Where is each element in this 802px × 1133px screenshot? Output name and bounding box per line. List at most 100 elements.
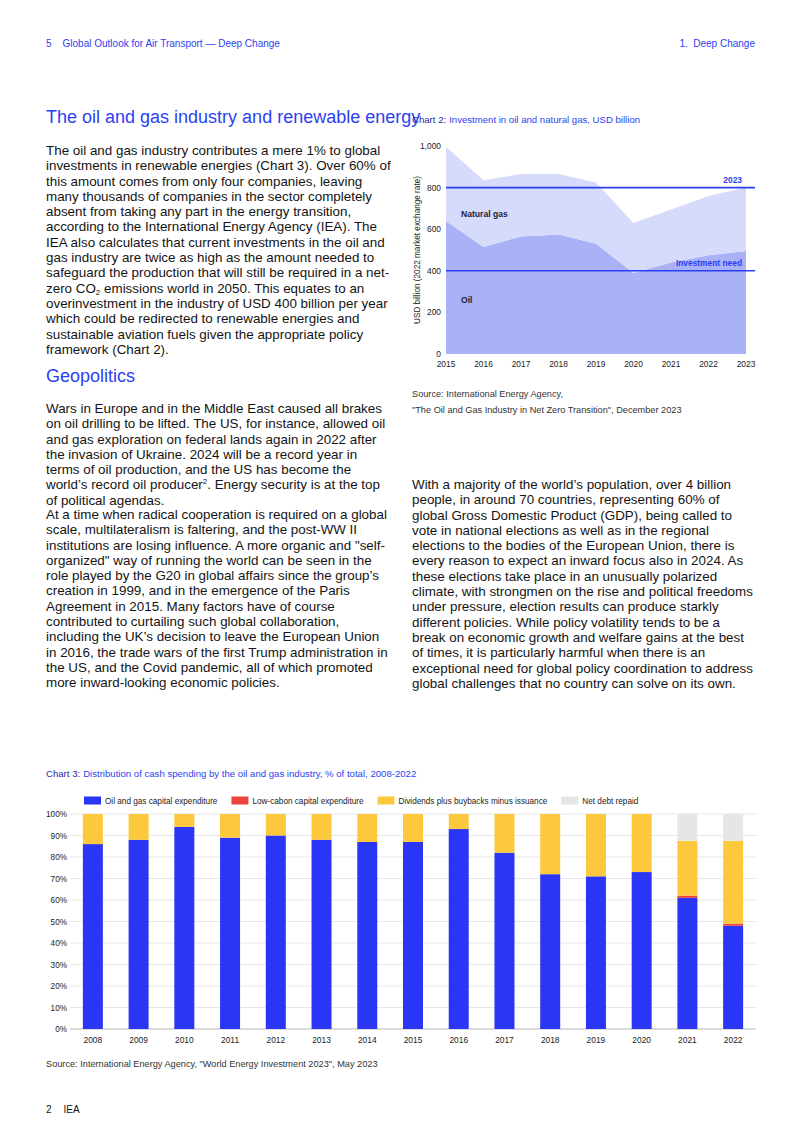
bar — [677, 898, 697, 1029]
paragraph: The oil and gas industry contributes a m… — [46, 143, 391, 357]
y-tick-label: 40% — [51, 939, 67, 948]
x-tick-label: 2009 — [129, 1035, 148, 1045]
bar — [174, 814, 194, 815]
chart-source: "The Oil and Gas Industry in Net Zero Tr… — [412, 405, 682, 415]
paragraph: With a majority of the world’s populatio… — [412, 477, 757, 691]
header-left: 5Global Outlook for Air Transport — Deep… — [46, 38, 280, 50]
x-tick-label: 2018 — [549, 359, 568, 369]
bar — [174, 814, 194, 827]
y-tick-label: 20% — [51, 982, 67, 991]
bar — [129, 840, 149, 1029]
y-tick-label: 30% — [51, 961, 67, 970]
paragraph: Wars in Europe and in the Middle East ca… — [46, 401, 391, 508]
area-1 — [446, 147, 746, 273]
bar — [677, 841, 697, 896]
bar — [449, 829, 469, 1029]
subscript: 2 — [96, 288, 100, 297]
x-tick-label: 2016 — [474, 359, 493, 369]
chart-title-text: Investment in oil and natural gas, USD b… — [449, 114, 640, 125]
x-tick-label: 2020 — [632, 1035, 651, 1045]
area-label: Natural gas — [461, 209, 508, 219]
x-tick-label: 2008 — [84, 1035, 103, 1045]
footer-page: 2 — [46, 1104, 52, 1115]
x-tick-label: 2017 — [512, 359, 531, 369]
reference-label: Investment need — [676, 258, 742, 268]
bar — [220, 814, 240, 838]
legend: Oil and gas capital expenditureLow-cabon… — [84, 797, 639, 806]
x-tick-label: 2022 — [699, 359, 718, 369]
x-tick-label: 2021 — [678, 1035, 697, 1045]
header-right: 1. Deep Change — [679, 38, 755, 50]
bar — [494, 853, 514, 1029]
bar — [266, 814, 286, 836]
bar — [220, 838, 240, 1029]
bar — [266, 836, 286, 1030]
y-tick-label: 0 — [436, 349, 441, 359]
bar — [677, 896, 697, 898]
bar — [586, 814, 606, 815]
bar — [312, 814, 332, 815]
bar — [449, 814, 469, 815]
chart-layer: Chart 2:Investment in oil and natural ga… — [0, 0, 802, 1133]
y-tick-label: 600 — [427, 224, 441, 234]
page: 5Global Outlook for Air Transport — Deep… — [0, 0, 802, 1133]
section-heading: Geopolitics — [46, 365, 135, 387]
plot-area — [83, 814, 743, 1029]
y-tick-label: 60% — [51, 896, 67, 905]
bar — [220, 814, 240, 815]
bar — [312, 814, 332, 840]
bar — [586, 876, 606, 1029]
y-tick-label: 400 — [427, 266, 441, 276]
bar — [632, 814, 652, 872]
x-tick-label: 2021 — [662, 359, 681, 369]
y-tick-label: 800 — [427, 183, 441, 193]
y-tick-label: 70% — [51, 875, 67, 884]
x-tick-label: 2016 — [449, 1035, 468, 1045]
bar — [723, 924, 743, 926]
legend-label: Low-cabon capital expenditure — [252, 797, 364, 806]
bar — [403, 814, 423, 815]
y-tick-label: 100% — [46, 810, 67, 819]
bar — [83, 844, 103, 1029]
bar — [632, 814, 652, 815]
x-tick-label: 2014 — [358, 1035, 377, 1045]
bar — [357, 814, 377, 815]
superscript: 2 — [203, 477, 207, 486]
bar — [723, 926, 743, 1029]
bar — [677, 814, 697, 841]
x-tick-label: 2019 — [587, 1035, 606, 1045]
chart-number: Chart 2: — [412, 114, 446, 125]
bar — [494, 814, 514, 815]
x-tick-label: 2013 — [312, 1035, 331, 1045]
bar — [723, 841, 743, 924]
bar — [723, 814, 743, 841]
legend-label: Net debt repaid — [582, 797, 638, 806]
bar — [540, 814, 560, 874]
x-tick-label: 2018 — [541, 1035, 560, 1045]
text-run: At a time when radical cooperation is re… — [46, 507, 388, 690]
bar — [174, 827, 194, 1029]
chart-title: Chart 3:Distribution of cash spending by… — [46, 768, 416, 779]
legend-swatch — [561, 797, 578, 805]
x-tick-label: 2017 — [495, 1035, 514, 1045]
chart-source: Source: International Energy Agency, "Wo… — [46, 1059, 378, 1069]
bar — [266, 814, 286, 815]
y-tick-label: 90% — [51, 832, 67, 841]
paragraph: At a time when radical cooperation is re… — [46, 507, 391, 691]
text-run: The oil and gas industry contributes a m… — [46, 143, 391, 296]
text-run: With a majority of the world’s populatio… — [412, 477, 753, 691]
y-tick-label: 10% — [51, 1004, 67, 1013]
chart-title-text: Distribution of cash spending by the oil… — [83, 768, 416, 779]
legend-swatch — [378, 797, 395, 805]
bar — [129, 814, 149, 840]
reference-line — [446, 270, 755, 272]
bar — [357, 814, 377, 842]
reference-label: 2023 — [723, 175, 742, 185]
legend-swatch — [231, 797, 248, 805]
footer-source: IEA — [64, 1104, 80, 1115]
y-tick-label: 0% — [55, 1025, 67, 1034]
bar — [403, 814, 423, 842]
bar — [449, 814, 469, 829]
x-tick-label: 2022 — [724, 1035, 743, 1045]
bar — [494, 814, 514, 853]
